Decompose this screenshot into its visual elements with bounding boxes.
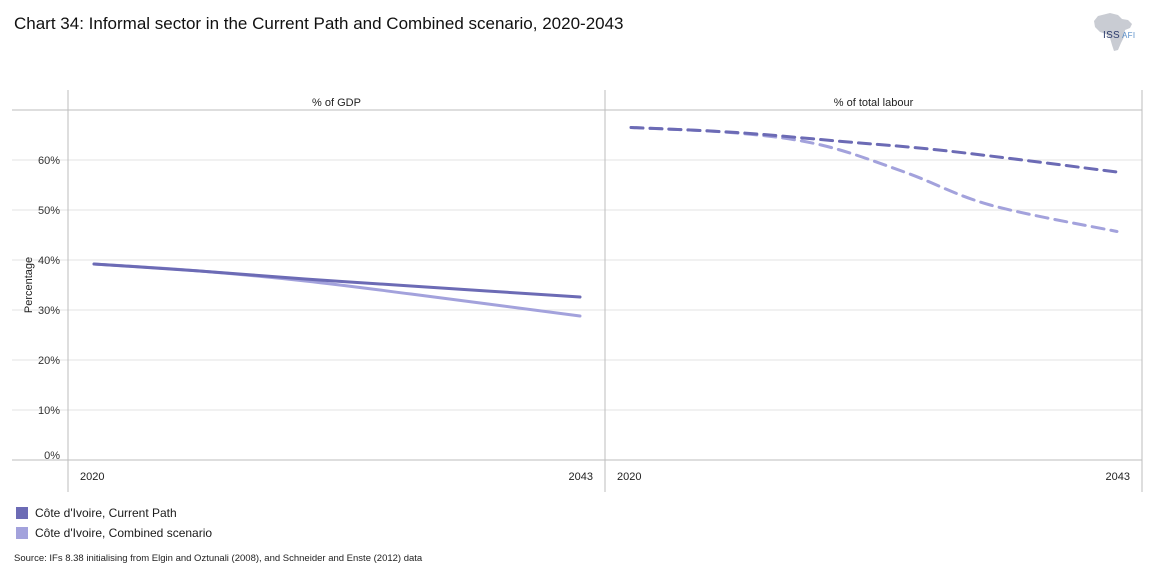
y-tick-label: 20% bbox=[38, 355, 60, 367]
y-tick-label: 0% bbox=[44, 450, 60, 462]
frame-layer bbox=[12, 90, 1143, 492]
source-note: Source: IFs 8.38 initialising from Elgin… bbox=[14, 553, 423, 564]
legend-swatch-current-path bbox=[16, 507, 28, 519]
y-tick-label: 60% bbox=[38, 155, 60, 167]
y-tick-label: 10% bbox=[38, 405, 60, 417]
y-axis-title: Percentage bbox=[23, 257, 35, 313]
x-tick-label: 2043 bbox=[1106, 471, 1130, 483]
series-line-current-path bbox=[629, 126, 1119, 174]
y-tick-label: 50% bbox=[38, 205, 60, 217]
x-tick-label: 2043 bbox=[569, 471, 593, 483]
legend-label-combined: Côte d'Ivoire, Combined scenario bbox=[35, 526, 213, 540]
grid-layer bbox=[12, 159, 1142, 411]
y-tick-label: 40% bbox=[38, 255, 60, 267]
chart-title: Chart 34: Informal sector in the Current… bbox=[14, 14, 624, 33]
panel-title: % of total labour bbox=[834, 97, 914, 109]
y-tick-label: 30% bbox=[38, 305, 60, 317]
series-layer bbox=[92, 126, 1119, 318]
legend-item-combined: Côte d'Ivoire, Combined scenario bbox=[16, 523, 212, 543]
x-tick-label: 2020 bbox=[617, 471, 641, 483]
series-line-combined bbox=[629, 126, 1119, 233]
logo-text: ISS AFI bbox=[1103, 30, 1136, 41]
legend-item-current-path: Côte d'Ivoire, Current Path bbox=[16, 503, 212, 523]
label-layer: 0% 10% 20% 30% 40% 50% 60% Percentage % of GDP 20… bbox=[23, 97, 1130, 483]
legend-label-current-path: Côte d'Ivoire, Current Path bbox=[35, 506, 177, 520]
legend-swatch-combined bbox=[16, 527, 28, 539]
legend: Côte d'Ivoire, Current Path Côte d'Ivoir… bbox=[16, 503, 212, 543]
panel-title: % of GDP bbox=[312, 97, 361, 109]
series-line-current-path bbox=[92, 262, 582, 299]
africa-map-icon bbox=[1094, 13, 1132, 51]
x-tick-label: 2020 bbox=[80, 471, 104, 483]
series-line-combined bbox=[92, 262, 582, 318]
